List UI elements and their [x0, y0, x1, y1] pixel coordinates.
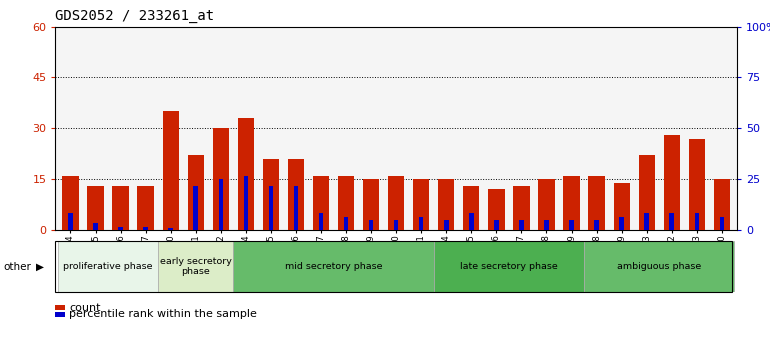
Bar: [369, 220, 373, 230]
Bar: [464, 186, 480, 230]
Bar: [233, 241, 434, 292]
Bar: [69, 213, 72, 230]
Bar: [438, 179, 454, 230]
Bar: [619, 217, 624, 230]
Bar: [514, 186, 530, 230]
Bar: [644, 213, 649, 230]
Bar: [343, 217, 348, 230]
Bar: [614, 183, 630, 230]
Bar: [319, 213, 323, 230]
Bar: [494, 220, 499, 230]
Bar: [313, 176, 329, 230]
Bar: [162, 112, 179, 230]
Bar: [363, 179, 380, 230]
Bar: [158, 241, 233, 292]
Bar: [419, 217, 424, 230]
Bar: [169, 228, 173, 230]
Bar: [188, 155, 204, 230]
Bar: [193, 186, 198, 230]
Bar: [638, 155, 654, 230]
Bar: [62, 176, 79, 230]
Bar: [714, 179, 730, 230]
Bar: [138, 186, 154, 230]
Bar: [394, 220, 398, 230]
Bar: [720, 217, 724, 230]
Bar: [143, 227, 148, 230]
Text: mid secretory phase: mid secretory phase: [285, 262, 382, 271]
Bar: [293, 186, 298, 230]
Bar: [269, 186, 273, 230]
Bar: [664, 135, 680, 230]
Bar: [87, 186, 104, 230]
Bar: [93, 223, 98, 230]
Bar: [238, 118, 254, 230]
Bar: [594, 220, 599, 230]
Text: late secretory phase: late secretory phase: [460, 262, 557, 271]
Bar: [695, 213, 699, 230]
Bar: [444, 220, 449, 230]
Bar: [288, 159, 304, 230]
Bar: [688, 138, 705, 230]
Bar: [588, 176, 604, 230]
Bar: [243, 176, 248, 230]
Bar: [413, 179, 430, 230]
Bar: [58, 241, 158, 292]
Bar: [338, 176, 354, 230]
Bar: [119, 227, 123, 230]
Bar: [569, 220, 574, 230]
Bar: [544, 220, 549, 230]
Bar: [263, 159, 279, 230]
Bar: [584, 241, 735, 292]
Bar: [219, 179, 223, 230]
Bar: [488, 189, 504, 230]
Bar: [213, 128, 229, 230]
Text: other: other: [4, 262, 32, 272]
Text: GDS2052 / 233261_at: GDS2052 / 233261_at: [55, 9, 215, 23]
Text: proliferative phase: proliferative phase: [63, 262, 152, 271]
Text: percentile rank within the sample: percentile rank within the sample: [69, 309, 257, 320]
Bar: [469, 213, 474, 230]
Bar: [564, 176, 580, 230]
Text: ▶: ▶: [36, 262, 44, 272]
Text: count: count: [69, 303, 101, 313]
Bar: [434, 241, 584, 292]
Text: ambiguous phase: ambiguous phase: [617, 262, 701, 271]
Bar: [669, 213, 674, 230]
Bar: [538, 179, 554, 230]
Bar: [112, 186, 129, 230]
Text: early secretory
phase: early secretory phase: [160, 257, 232, 276]
Bar: [519, 220, 524, 230]
Bar: [388, 176, 404, 230]
